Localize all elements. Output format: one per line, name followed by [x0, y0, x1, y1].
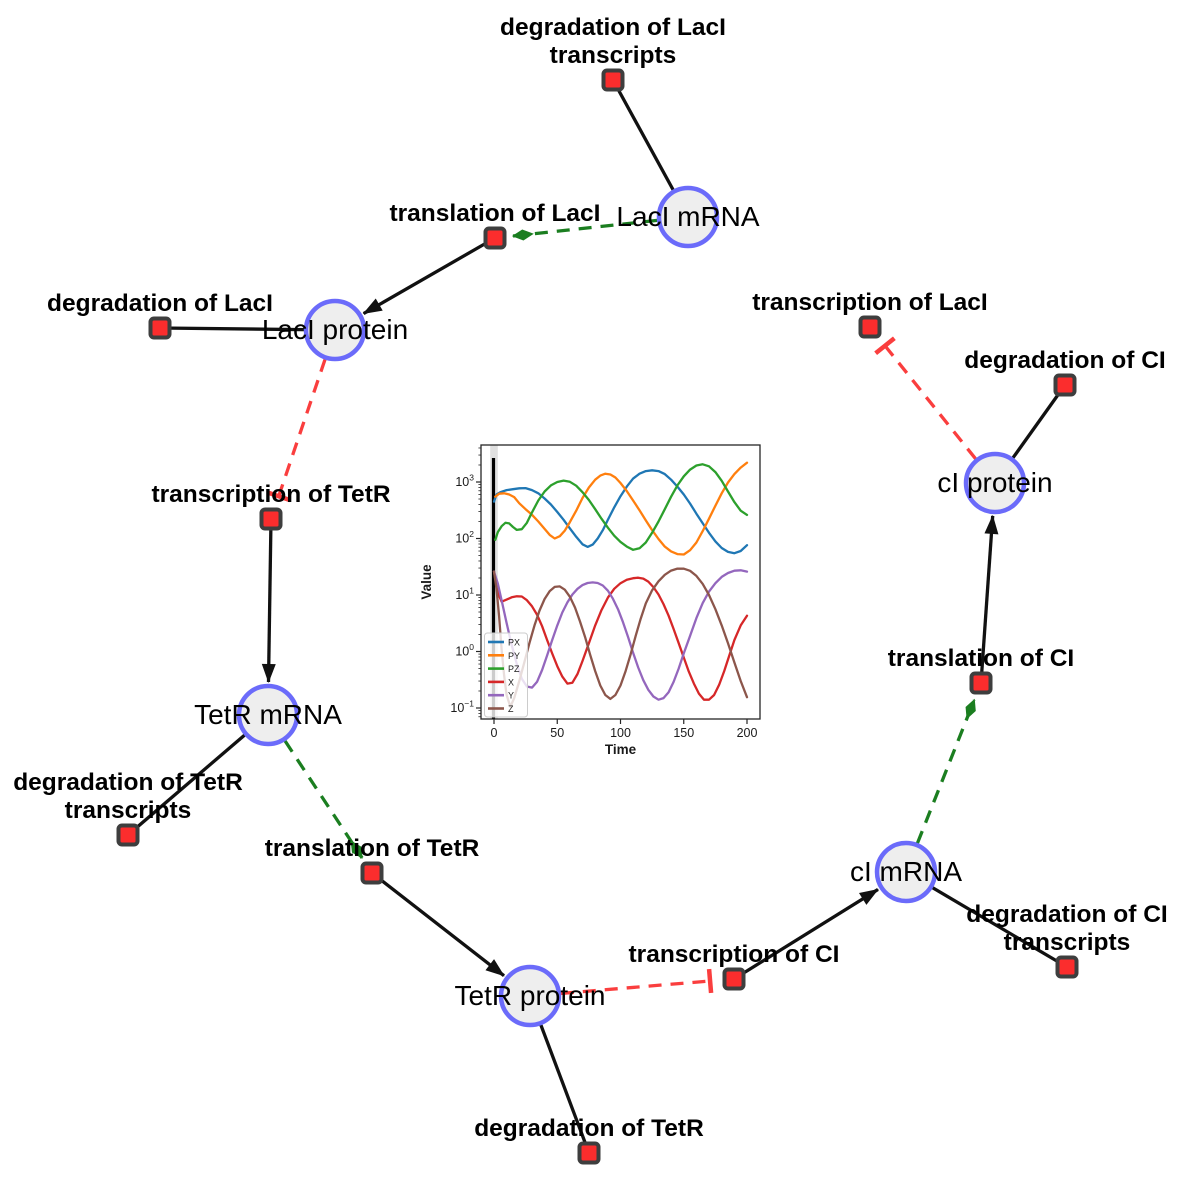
- reaction-label-deg_ci_tx: degradation of CI transcripts: [966, 901, 1167, 956]
- reaction-label-txn_tetr: transcription of TetR: [151, 481, 390, 508]
- reaction-node-trl_tetr[interactable]: [360, 861, 384, 885]
- edge-modifier-ci_mrna-trl_ci: [915, 698, 976, 844]
- reaction-label-txn_ci: transcription of CI: [629, 941, 840, 968]
- legend-item-X: X: [508, 677, 514, 687]
- y-tick-label: 101: [455, 586, 474, 603]
- edge-production-txn_ci-ci_mrna: [733, 888, 879, 981]
- reaction-label-deg_tetr_tx: degradation of TetR transcripts: [13, 769, 243, 824]
- series-line-Y: [492, 569, 749, 701]
- reaction-node-trl_laci[interactable]: [483, 226, 507, 250]
- species-node-laci_mrna[interactable]: [656, 185, 720, 249]
- reaction-node-deg_laci_tx[interactable]: [601, 68, 625, 92]
- edge-modifier-tetr_mrna-trl_tetr: [283, 739, 364, 859]
- chart-series-layer: [492, 461, 749, 708]
- species-label-ci_mrna: cI mRNA: [850, 856, 962, 887]
- reaction-label-deg_laci: degradation of LacI: [47, 290, 273, 317]
- reaction-node-deg_laci[interactable]: [148, 316, 172, 340]
- reaction-node-deg_tetr[interactable]: [577, 1141, 601, 1165]
- legend-item-PY: PY: [508, 651, 520, 661]
- edge-inhibition-ci_protein-txn_laci: [874, 336, 977, 460]
- edge-production-trl_ci-ci_protein: [979, 514, 999, 684]
- edge-inhibition-tetr_protein-txn_ci: [560, 968, 714, 996]
- x-tick-label: 50: [550, 726, 564, 740]
- species-node-tetr_protein[interactable]: [498, 964, 562, 1028]
- series-line-PX: [492, 469, 749, 555]
- chart-y-axis-label: Value: [419, 564, 434, 600]
- species-node-tetr_mrna[interactable]: [236, 683, 300, 747]
- species-node-ci_protein[interactable]: [963, 451, 1027, 515]
- labels-layer: LacI mRNA LacI protein TetR mRNA TetR prote…: [13, 14, 1168, 1142]
- legend-item-PX: PX: [508, 638, 520, 648]
- reaction-node-deg_ci[interactable]: [1053, 373, 1077, 397]
- legend-box: [484, 632, 528, 718]
- edge-production-txn_tetr-tetr_mrna: [261, 518, 276, 684]
- species-node-laci_protein[interactable]: [303, 298, 367, 362]
- reaction-node-deg_tetr_tx[interactable]: [116, 823, 140, 847]
- x-tick-label: 150: [673, 726, 694, 740]
- legend-item-Y: Y: [508, 691, 514, 701]
- edge-production-trl_tetr-tetr_protein: [370, 871, 505, 978]
- reaction-label-trl_ci: translation of CI: [888, 645, 1074, 672]
- series-line-X: [492, 570, 749, 701]
- reaction-node-txn_laci[interactable]: [858, 315, 882, 339]
- y-tick-label: 103: [455, 473, 474, 490]
- chart-x-axis-label: Time: [605, 742, 637, 757]
- nodes-layer: [116, 68, 1079, 1165]
- chart-legend: PX PY PZ XYZ: [484, 632, 528, 718]
- reaction-label-deg_tetr: degradation of TetR: [474, 1115, 704, 1142]
- series-line-PY: [494, 461, 749, 556]
- x-tick-label: 0: [491, 726, 498, 740]
- species-label-tetr_mrna: TetR mRNA: [194, 699, 342, 730]
- reaction-label-trl_tetr: translation of TetR: [265, 835, 480, 862]
- species-label-ci_protein: cI protein: [937, 467, 1052, 498]
- reaction-label-txn_laci: transcription of LacI: [752, 289, 988, 316]
- x-tick-label: 200: [737, 726, 758, 740]
- edge-production-trl_laci-laci_protein: [362, 236, 496, 315]
- species-label-tetr_protein: TetR protein: [455, 980, 606, 1011]
- y-tick-label: 100: [455, 642, 474, 659]
- reaction-node-deg_ci_tx[interactable]: [1055, 955, 1079, 979]
- edges-layer: [126, 79, 1068, 1154]
- reaction-node-txn_tetr[interactable]: [259, 507, 283, 531]
- series-line-PZ: [494, 463, 749, 551]
- reaction-node-trl_ci[interactable]: [969, 671, 993, 695]
- y-tick-label: 102: [455, 529, 474, 546]
- reaction-node-txn_ci[interactable]: [722, 967, 746, 991]
- species-node-ci_mrna[interactable]: [874, 840, 938, 904]
- edge-inhibition-laci_protein-txn_tetr: [266, 358, 327, 503]
- legend-item-PZ: PZ: [508, 664, 520, 674]
- edge-modifier-laci_mrna-trl_laci: [511, 218, 658, 241]
- species-label-laci_protein: LacI protein: [262, 314, 408, 345]
- legend-item-Z: Z: [508, 704, 514, 714]
- reaction-label-deg_ci: degradation of CI: [964, 347, 1165, 374]
- y-tick-label: 10−1: [450, 699, 474, 716]
- species-label-laci_mrna: LacI mRNA: [616, 201, 759, 232]
- reaction-label-deg_laci_tx: degradation of LacI transcripts: [500, 14, 726, 69]
- chart-inset: 0 50 100 150 200Time10310210110010−1ValuePXP…: [419, 444, 761, 757]
- x-tick-label: 100: [610, 726, 631, 740]
- reaction-label-trl_laci: translation of LacI: [389, 200, 600, 227]
